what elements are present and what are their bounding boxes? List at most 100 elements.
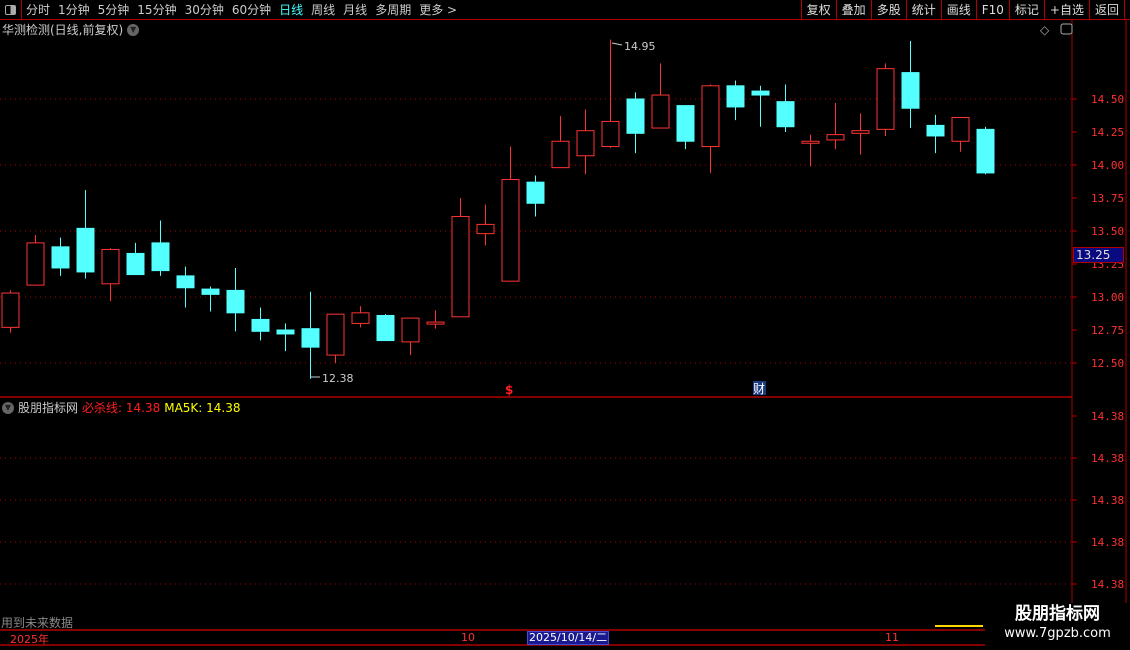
- candle: [876, 63, 895, 136]
- period-5min[interactable]: 5分钟: [97, 3, 130, 17]
- candle: [101, 248, 120, 301]
- panel-icon: [5, 4, 16, 15]
- candle: [376, 314, 395, 342]
- cursor-date-box: 2025/10/14/二: [527, 631, 610, 645]
- tool-buttons: 复权 叠加 多股 统计 画线 F10 标记 +自选 返回: [800, 0, 1130, 19]
- indicator-tick-label: 14.38: [1091, 578, 1124, 591]
- chart-title: 华测检测(日线,前复权) ▼: [2, 21, 140, 38]
- period-daily[interactable]: 日线: [279, 3, 304, 17]
- high-label: 14.95: [624, 40, 656, 53]
- period-30min[interactable]: 30分钟: [184, 3, 224, 17]
- period-more[interactable]: 更多 >: [419, 3, 458, 17]
- candle-body: [926, 124, 945, 137]
- candle: [151, 220, 170, 276]
- candle: [776, 84, 795, 132]
- candle-body: [626, 98, 645, 134]
- indicator-tick-label: 14.38: [1091, 494, 1124, 507]
- price-tick-label: 14.25: [1091, 126, 1124, 139]
- future-data-note: 用到未来数据: [1, 616, 74, 630]
- candle: [76, 190, 95, 279]
- finance-marker[interactable]: 财: [753, 382, 765, 396]
- indicator-tick-label: 14.38: [1091, 452, 1124, 465]
- period-monthly[interactable]: 月线: [343, 3, 368, 17]
- candle-body: [376, 314, 395, 342]
- indicator-name: 股朋指标网: [18, 401, 79, 415]
- price-tick-label: 13.50: [1091, 225, 1124, 238]
- period-15min[interactable]: 15分钟: [137, 3, 177, 17]
- period-weekly[interactable]: 周线: [311, 3, 336, 17]
- candle-body: [451, 215, 470, 318]
- candle: [751, 85, 770, 127]
- candle-body: [326, 313, 345, 356]
- candle-body: [901, 72, 920, 109]
- candle: [301, 291, 320, 379]
- candle: [326, 313, 345, 363]
- diamond-icon[interactable]: ◇: [1040, 23, 1050, 37]
- candle-body: [501, 179, 520, 282]
- candle: [951, 116, 970, 152]
- candle-body: [651, 94, 670, 129]
- indicator-line1: 必杀线: 14.38: [82, 401, 161, 415]
- candle-body: [251, 318, 270, 332]
- watermark-logo: 股朋指标网 www.7gpzb.com: [985, 603, 1130, 647]
- period-60min[interactable]: 60分钟: [231, 3, 272, 17]
- candle: [901, 40, 920, 129]
- time-label-nov: 11: [885, 631, 899, 644]
- panel-icon-right[interactable]: [1060, 23, 1073, 35]
- chevron-down-icon[interactable]: ▼: [2, 401, 14, 414]
- candle-body: [826, 134, 845, 141]
- candle: [701, 84, 720, 173]
- period-fenshi[interactable]: 分时: [26, 3, 51, 17]
- candle-body: [776, 101, 795, 128]
- period-1min[interactable]: 1分钟: [58, 3, 90, 17]
- multi-stock-button[interactable]: 多股: [870, 0, 906, 19]
- candle-body: [101, 248, 120, 285]
- candle-body: [526, 181, 545, 204]
- f10-button[interactable]: F10: [975, 0, 1009, 19]
- low-label: 12.38: [322, 372, 354, 385]
- chevron-down-icon[interactable]: ▼: [127, 23, 140, 36]
- candle: [26, 234, 45, 286]
- candle: [601, 39, 620, 148]
- restore-rights-button[interactable]: 复权: [800, 0, 836, 19]
- candle-body: [551, 140, 570, 169]
- candle-body: [801, 140, 820, 144]
- candle: [551, 116, 570, 169]
- candle: [476, 204, 495, 246]
- candle-body: [576, 130, 595, 157]
- candle-body: [601, 120, 620, 148]
- candle: [201, 286, 220, 312]
- price-tick-label: 14.00: [1091, 159, 1124, 172]
- candle-body: [226, 289, 245, 314]
- candle: [1, 290, 20, 333]
- candle-body: [951, 116, 970, 142]
- stock-title: 华测检测(日线,前复权): [2, 23, 124, 37]
- candle-body: [976, 128, 995, 174]
- back-button[interactable]: 返回: [1088, 0, 1125, 19]
- candle: [176, 266, 195, 308]
- statistics-button[interactable]: 统计: [905, 0, 941, 19]
- candle-body: [51, 246, 70, 269]
- candle-body: [126, 252, 145, 276]
- period-multi[interactable]: 多周期: [375, 3, 412, 17]
- draw-line-button[interactable]: 画线: [940, 0, 976, 19]
- dividend-marker[interactable]: $: [505, 383, 513, 397]
- panel-toggle-button[interactable]: [0, 0, 22, 19]
- candle: [576, 109, 595, 175]
- watermark-url: www.7gpzb.com: [1004, 626, 1111, 641]
- candle: [451, 198, 470, 318]
- candle: [851, 113, 870, 155]
- candle: [276, 323, 295, 352]
- candle-body: [76, 227, 95, 273]
- candle-body: [751, 90, 770, 96]
- candle: [51, 237, 70, 276]
- candle-body: [726, 85, 745, 108]
- candle-body: [151, 242, 170, 272]
- add-watchlist-button[interactable]: +自选: [1043, 0, 1089, 19]
- overlay-button[interactable]: 叠加: [835, 0, 871, 19]
- candle: [826, 102, 845, 150]
- candle-body: [176, 275, 195, 289]
- candle-body: [476, 223, 495, 235]
- mark-button[interactable]: 标记: [1008, 0, 1044, 19]
